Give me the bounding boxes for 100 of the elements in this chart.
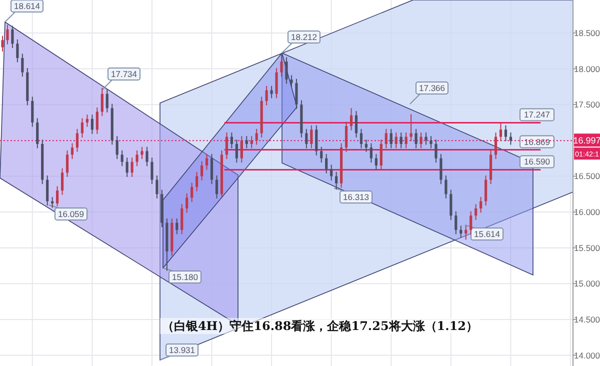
candlestick [474, 204, 478, 220]
candlestick [66, 150, 69, 178]
candlestick [146, 146, 148, 167]
candlestick [80, 118, 84, 138]
candlestick [374, 153, 378, 170]
candlestick [90, 114, 94, 134]
candlestick [1, 35, 4, 52]
candlestick [60, 168, 64, 196]
candlestick [250, 136, 253, 149]
candlestick [16, 38, 19, 63]
candlestick [86, 114, 88, 128]
candlestick [484, 174, 488, 206]
candlestick [414, 128, 418, 149]
candlestick [470, 210, 472, 235]
candlestick [440, 153, 442, 185]
candlestick [360, 128, 363, 149]
candlestick [6, 24, 9, 45]
candlestick [509, 132, 512, 146]
candlestick [394, 132, 398, 149]
y-tick-label: 15.000 [574, 278, 600, 289]
candlestick [76, 128, 79, 152]
candlestick [320, 146, 323, 164]
candlestick [31, 96, 34, 128]
candlestick [404, 132, 408, 149]
annotation: 13.931 [169, 345, 196, 355]
candlestick [310, 124, 313, 149]
ref-line-label: 16.590 [524, 156, 550, 167]
annotation: 15.614 [474, 229, 500, 239]
candlestick [420, 132, 422, 149]
annotation: 17.734 [111, 69, 138, 79]
candlestick [106, 89, 108, 113]
candlestick [290, 74, 293, 88]
candlestick [70, 142, 74, 160]
candlestick [364, 139, 368, 152]
candlestick [280, 53, 283, 78]
candlestick [116, 136, 118, 160]
y-tick-label: 18.500 [574, 28, 600, 38]
candlestick [21, 53, 24, 78]
candlestick [270, 85, 273, 99]
candlestick [196, 171, 198, 192]
candlestick [480, 196, 482, 214]
candlestick [335, 171, 338, 190]
candlestick [384, 128, 388, 149]
y-tick-label: 14.500 [574, 314, 600, 324]
candlestick [140, 146, 144, 160]
candlestick [370, 142, 373, 164]
candlestick [255, 128, 258, 146]
annotation: 18.212 [291, 32, 318, 42]
candlestick [96, 106, 98, 134]
candlestick [51, 196, 54, 208]
candlestick [36, 118, 39, 149]
candlestick [460, 225, 462, 238]
candlestick [120, 150, 124, 167]
candlestick [56, 186, 59, 207]
candlestick [410, 114, 412, 142]
annotation: 18.614 [14, 1, 40, 11]
candlestick [275, 68, 278, 99]
annotation: 16.313 [343, 192, 370, 202]
candlestick [126, 157, 128, 178]
candlestick [156, 174, 158, 199]
y-tick-label: 16.500 [574, 171, 600, 182]
y-tick-label: 15.500 [574, 242, 600, 253]
y-tick-label: 14.000 [574, 350, 600, 360]
y-tick-label: 17.500 [574, 100, 600, 110]
candlestick [424, 132, 428, 146]
candlestick [330, 164, 333, 181]
candlestick [430, 136, 432, 149]
ref-line-label: 17.247 [524, 110, 550, 120]
candlestick [305, 128, 308, 149]
candlestick [295, 78, 298, 110]
candlestick [494, 132, 498, 160]
y-tick-label: 18.000 [574, 64, 600, 74]
candlestick [186, 192, 188, 214]
candlestick [225, 132, 228, 160]
candlestick [444, 174, 448, 199]
candlestick [464, 225, 468, 240]
ref-line-label: 16.997 [573, 136, 600, 146]
candlestick [100, 87, 104, 117]
candlestick [380, 139, 382, 170]
candlestick [235, 139, 238, 164]
candlestick [46, 174, 49, 206]
candlestick [344, 121, 348, 152]
candlestick [136, 150, 138, 167]
candlestick [285, 56, 288, 84]
candlestick [210, 153, 214, 185]
candlestick [390, 128, 392, 149]
candlestick [325, 153, 328, 174]
annotation: 15.180 [172, 272, 198, 282]
candlestick [200, 160, 204, 181]
candlestick [190, 182, 194, 202]
candlestick [434, 139, 438, 164]
candlestick [130, 157, 134, 178]
candlestick [240, 136, 243, 164]
candlestick [265, 85, 268, 106]
candlestick [215, 174, 218, 199]
candlestick [150, 157, 154, 185]
candlestick [354, 110, 358, 138]
ref-line-label: 16.869 [524, 136, 550, 147]
annotation: 17.366 [419, 83, 446, 93]
candlestick [350, 108, 353, 131]
